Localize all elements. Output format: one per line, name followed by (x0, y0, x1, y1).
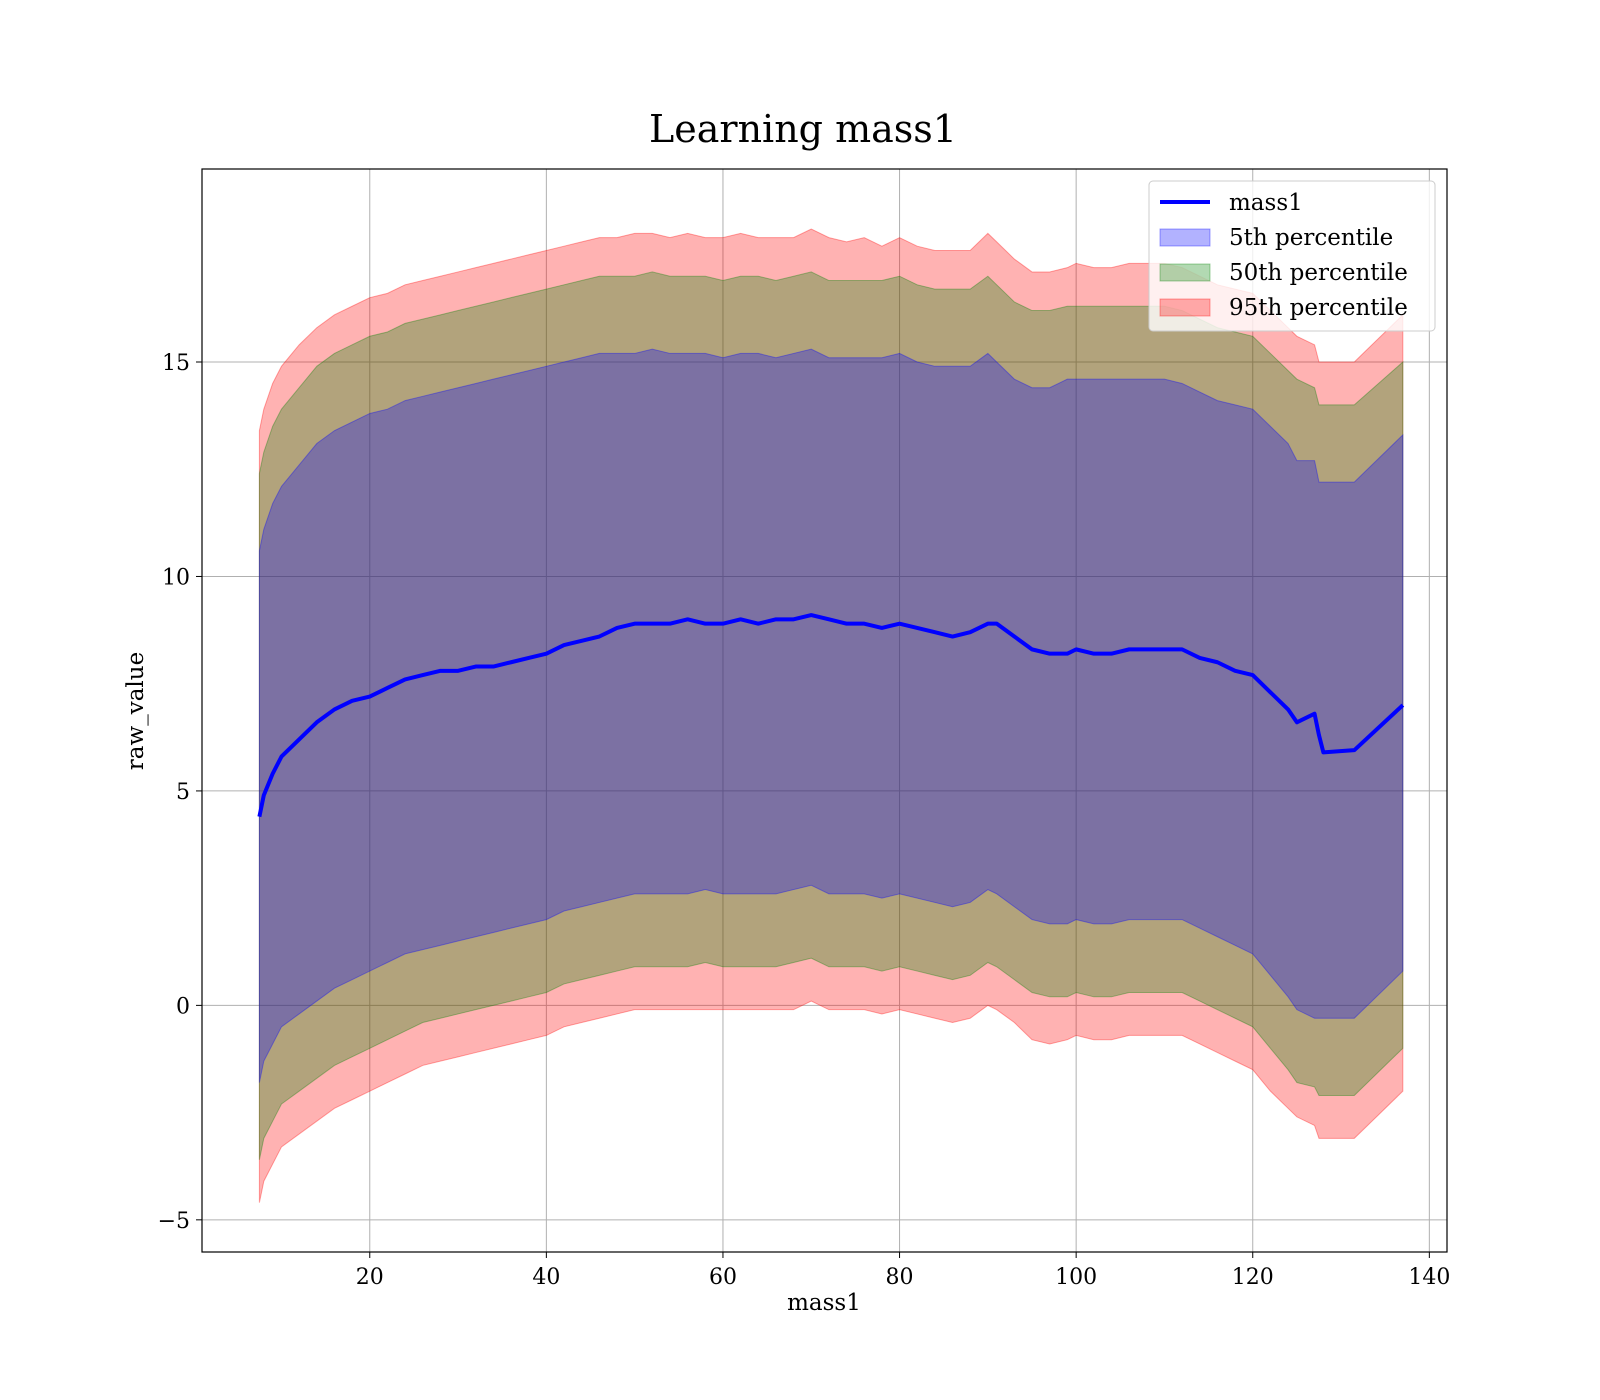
y-tick-label: 10 (162, 565, 190, 590)
legend-label: 5th percentile (1229, 225, 1393, 251)
band-95th-percentile (258, 228, 1404, 1203)
x-tick-label: 120 (1232, 1265, 1274, 1290)
x-tick-label: 40 (532, 1265, 560, 1290)
x-axis-ticks: 20 40 60 80 100 120 140 (356, 1252, 1450, 1290)
legend-box (1148, 180, 1436, 332)
band-5th-percentile (258, 348, 1404, 1083)
y-axis-label: raw_value (123, 652, 149, 770)
percentile-bands (258, 228, 1404, 1203)
legend-patch-swatch (1159, 228, 1211, 247)
y-tick-label: 15 (162, 351, 190, 376)
legend-label: mass1 (1229, 190, 1303, 216)
legend-label: 50th percentile (1229, 260, 1408, 286)
grid-lines (202, 169, 1447, 1252)
plot-frame (201, 168, 1448, 1253)
legend-patch-swatch (1159, 298, 1211, 317)
legend-label: 95th percentile (1229, 295, 1408, 321)
x-tick-label: 20 (356, 1265, 384, 1290)
y-tick-label: −5 (158, 1209, 190, 1234)
mass1-series (257, 613, 1405, 818)
legend: mass1 5th percentile 50th percentile 95th p… (1148, 180, 1436, 332)
y-tick-label: 5 (176, 780, 190, 805)
y-tick-label: 0 (176, 994, 190, 1019)
x-tick-label: 80 (886, 1265, 914, 1290)
legend-patch-swatch (1159, 263, 1211, 282)
x-tick-label: 140 (1408, 1265, 1450, 1290)
chart-title: Learning mass1 (649, 107, 957, 151)
y-axis-ticks: −5 0 5 10 15 (158, 351, 202, 1234)
x-tick-label: 100 (1055, 1265, 1097, 1290)
x-axis-label: mass1 (787, 1290, 861, 1316)
band-50th-percentile (258, 271, 1404, 1160)
x-tick-label: 60 (709, 1265, 737, 1290)
mass1-line (257, 613, 1405, 818)
